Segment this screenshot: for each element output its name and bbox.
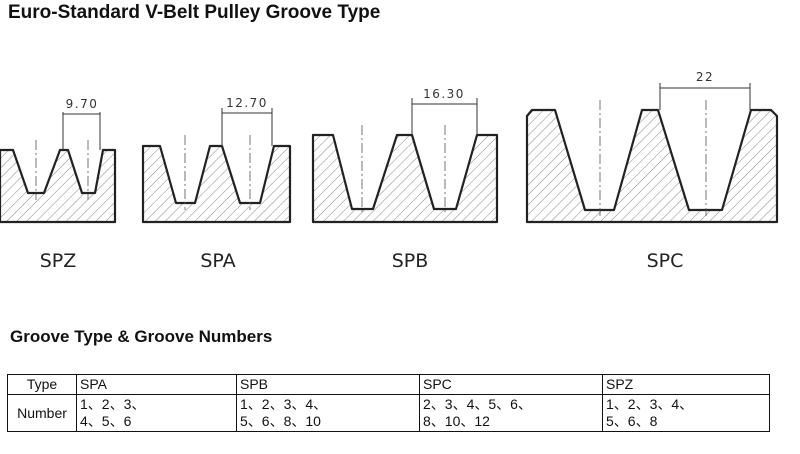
table-cell: 1、2、3、 4、5、6 <box>76 394 237 432</box>
cell-line: SPC <box>423 376 452 392</box>
dimension: 16.30 <box>423 87 465 101</box>
title: Euro-Standard V-Belt Pulley Groove Type <box>8 2 381 23</box>
table-cell: 1、2、3、4、 5、6、8 <box>602 394 770 432</box>
table-cell: SPA <box>76 374 237 395</box>
table-cell: 1、2、3、4、 5、6、8、10 <box>236 394 420 432</box>
table-row: Number 1、2、3、 4、5、6 1、2、3、4、 5、6、8、10 2、3、4、5… <box>7 394 770 432</box>
table-cell: SPC <box>419 374 603 395</box>
profile-name: SPC <box>647 250 684 272</box>
table-cell: SPB <box>236 374 420 395</box>
cell-line: SPZ <box>606 376 634 392</box>
cell-line: SPB <box>240 376 269 392</box>
groove-table: Type SPA SPB SPC SPZ Number 1、2、3、 4、5、6 1、2、3、4… <box>7 374 770 432</box>
cell-line: 4、5、6 <box>80 413 132 429</box>
groove-drawings: 9.70 SPZ 12.70 SPA 16.30 SPB 22 SPC <box>0 70 779 272</box>
profile-shape <box>0 148 117 224</box>
table-cell: SPZ <box>602 374 770 395</box>
cell-line: 1、2、3、4、 <box>606 396 694 412</box>
profile-name: SPA <box>200 250 235 272</box>
profile-name: SPB <box>392 250 429 272</box>
cell-line: Type <box>26 376 58 392</box>
profile-name: SPZ <box>40 250 77 272</box>
dimension: 9.70 <box>66 97 99 111</box>
dimension: 22 <box>696 70 714 84</box>
cell-line: Number <box>17 404 67 421</box>
table-cell: 2、3、4、5、6、 8、10、12 <box>419 394 603 432</box>
table-row: Type SPA SPB SPC SPZ <box>7 374 770 395</box>
table-title: Groove Type & Groove Numbers <box>10 327 273 346</box>
cell-line: 1、2、3、4、 <box>240 396 328 412</box>
cell-line: 5、6、8 <box>606 413 658 429</box>
cell-line: SPA <box>80 376 107 392</box>
cell-line: 2、3、4、5、6、 <box>423 396 532 412</box>
table-cell: Number <box>7 394 77 432</box>
cell-line: 8、10、12 <box>423 413 490 429</box>
profile-shape <box>311 133 499 224</box>
profile-shape <box>141 144 292 224</box>
cell-line: 5、6、8、10 <box>240 413 321 429</box>
dimension: 12.70 <box>226 96 268 110</box>
profile-shape <box>525 108 779 224</box>
table-cell: Type <box>7 374 77 395</box>
cell-line: 1、2、3、 <box>80 396 146 412</box>
